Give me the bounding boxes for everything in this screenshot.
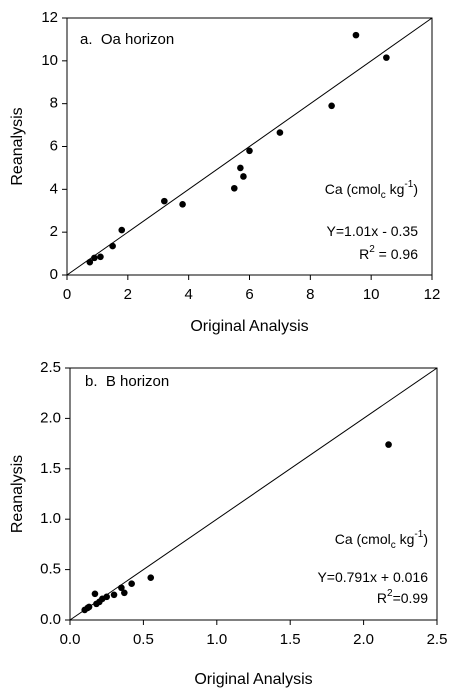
y-tick-label: 8 — [50, 95, 58, 112]
y-tick-label: 1.5 — [40, 460, 61, 477]
annotation-part: -1 — [414, 529, 423, 540]
annotation: R2=0.99 — [377, 588, 428, 606]
y-tick-label: 2 — [50, 223, 58, 240]
y-tick-label: 10 — [41, 52, 58, 69]
y-tick-label: 12 — [41, 9, 58, 26]
data-point — [85, 603, 93, 611]
data-point — [161, 197, 168, 205]
y-tick-label: 0 — [50, 266, 58, 283]
annotation-part: 2 — [369, 244, 375, 255]
x-tick-label: 8 — [306, 286, 314, 303]
x-tick-label: 2.0 — [353, 631, 374, 648]
x-tick-label: 10 — [363, 286, 380, 303]
x-tick-label: 12 — [424, 286, 441, 303]
y-tick-label: 1.0 — [40, 510, 61, 527]
data-point — [97, 253, 104, 261]
annotation-part: (cmol — [347, 181, 381, 197]
y-tick-label: 6 — [50, 137, 58, 154]
annotation-part: = 0.96 — [375, 246, 418, 262]
annotation-part: kg — [386, 181, 405, 197]
plot-frame — [69, 367, 438, 621]
annotation-part: =0.99 — [393, 590, 429, 606]
annotation-part: kg — [396, 531, 415, 547]
x-tick-label: 1.0 — [206, 631, 227, 648]
x-tick-label: 0.0 — [60, 631, 81, 648]
annotation-part: c — [381, 190, 386, 201]
data-point — [91, 590, 99, 598]
annotation-part: ) — [423, 531, 428, 547]
annotation-part: (cmol — [357, 531, 391, 547]
y-axis-label: Reanalysis — [9, 455, 26, 533]
chart-title: a. Oa horizon — [80, 31, 174, 48]
data-point — [240, 173, 247, 180]
annotation-part: Ca — [325, 181, 347, 197]
y-tick-label: 2.0 — [40, 409, 61, 426]
annotation-part: R — [377, 590, 387, 606]
annotation: Ca (cmolc kg-1) — [325, 179, 418, 201]
annotation: Ca (cmolc kg-1) — [335, 529, 428, 551]
x-axis-label: Original Analysis — [194, 671, 312, 688]
x-tick-label: 2.5 — [427, 631, 448, 648]
annotation-part: ) — [413, 181, 418, 197]
annotation-part: 2 — [387, 588, 393, 599]
annotation-part: Y=0.791x + 0.016 — [317, 569, 428, 585]
data-point — [383, 54, 390, 61]
y-tick-label: 0.5 — [40, 561, 61, 578]
annotation-part: -1 — [404, 179, 413, 190]
reference-line — [66, 17, 433, 276]
x-tick-label: 1.5 — [280, 631, 301, 648]
data-point — [103, 593, 110, 601]
y-tick-label: 0.0 — [40, 611, 61, 628]
x-axis-label: Original Analysis — [190, 318, 308, 335]
x-tick-label: 0.5 — [133, 631, 154, 648]
annotation: Y=0.791x + 0.016 — [317, 569, 428, 585]
data-point — [110, 591, 118, 599]
annotation: Y=1.01x - 0.35 — [327, 223, 419, 239]
annotation-part: R — [359, 246, 369, 262]
data-point — [86, 258, 94, 266]
y-tick-label: 2.5 — [40, 359, 61, 376]
x-tick-label: 2 — [124, 286, 132, 303]
y-axis-label: Reanalysis — [9, 107, 26, 185]
data-point — [128, 580, 135, 588]
annotation-part: Y=1.01x - 0.35 — [327, 223, 419, 239]
data-point — [328, 102, 335, 110]
data-point — [121, 589, 128, 597]
data-point — [91, 254, 98, 262]
data-point — [118, 584, 125, 592]
annotation: R2 = 0.96 — [359, 244, 418, 262]
data-point — [237, 164, 244, 172]
data-point — [179, 201, 186, 208]
reference-line — [69, 367, 438, 621]
data-point — [109, 242, 116, 250]
data-point — [147, 574, 155, 581]
data-point — [230, 184, 238, 192]
annotation-part: c — [391, 540, 396, 551]
data-point — [385, 441, 392, 448]
data-point — [352, 31, 360, 39]
data-point — [246, 147, 253, 155]
x-tick-label: 6 — [245, 286, 253, 303]
data-point — [276, 129, 284, 136]
data-point — [118, 226, 126, 234]
y-tick-label: 4 — [50, 180, 58, 197]
x-tick-label: 0 — [63, 286, 71, 303]
annotation-part: Ca — [335, 531, 357, 547]
chart-title: b. B horizon — [85, 373, 169, 390]
x-tick-label: 4 — [184, 286, 192, 303]
